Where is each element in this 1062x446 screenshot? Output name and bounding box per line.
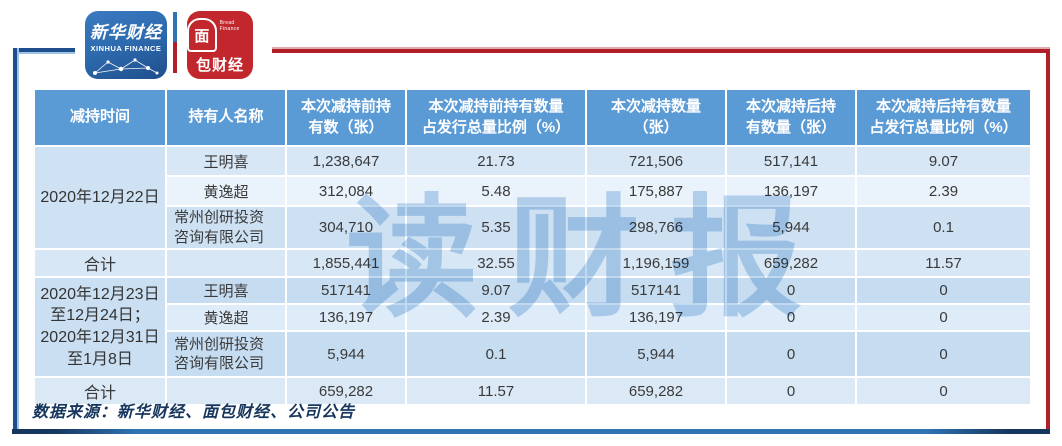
logo-divider-blue xyxy=(173,12,177,42)
cell-holder: 王明喜 xyxy=(165,145,287,177)
cell-after: 659,282 xyxy=(725,248,857,278)
cell-holder-empty xyxy=(165,248,287,278)
cell-reduced: 136,197 xyxy=(585,303,727,332)
cell-holder-empty xyxy=(165,376,287,406)
cell-reduced: 5,944 xyxy=(585,330,727,378)
table-row: 2020年12月22日 王明喜 1,238,647 21.73 721,506 … xyxy=(33,145,1032,250)
subtotal-row: 合计 659,282 11.57 659,282 0 0 xyxy=(33,376,1032,406)
cell-after: 0 xyxy=(725,376,857,406)
cell-after-pct: 2.39 xyxy=(855,175,1032,207)
cell-reduced: 517141 xyxy=(585,276,727,305)
cell-before-pct: 21.73 xyxy=(405,145,587,177)
cell-before: 1,855,441 xyxy=(285,248,407,278)
cell-holder: 黄逸超 xyxy=(165,175,287,207)
logo-divider xyxy=(173,12,177,73)
cell-reduced: 659,282 xyxy=(585,376,727,406)
header-row: 减持时间 持有人名称 本次减持前持 有数（张） 本次减持前持有数量 占发行总量比… xyxy=(33,88,1032,147)
cell-reduced: 1,196,159 xyxy=(585,248,727,278)
logo-divider-red xyxy=(173,42,177,73)
bread-logo-subtitle: Bread Finance xyxy=(219,20,240,32)
cell-before: 304,710 xyxy=(285,205,407,250)
cell-period-group1: 2020年12月22日 xyxy=(33,145,167,250)
cell-reduced: 298,766 xyxy=(585,205,727,250)
constellation-icon xyxy=(93,58,159,75)
col-header-holder: 持有人名称 xyxy=(165,88,287,147)
table-row: 2020年12月23日 至12月24日； 2020年12月31日 至1月8日 王… xyxy=(33,276,1032,378)
bread-finance-logo: 面 Bread Finance 包财经 xyxy=(187,11,253,79)
data-source-note: 数据来源：新华财经、面包财经、公司公告 xyxy=(32,404,356,421)
cell-before-pct: 5.48 xyxy=(405,175,587,207)
cell-before: 1,238,647 xyxy=(285,145,407,177)
cell-after-pct: 11.57 xyxy=(855,248,1032,278)
col-header-reduced: 本次减持数量 （张） xyxy=(585,88,727,147)
col-header-before-pct: 本次减持前持有数量 占发行总量比例（%） xyxy=(405,88,587,147)
cell-reduced: 721,506 xyxy=(585,145,727,177)
cell-before-pct: 32.55 xyxy=(405,248,587,278)
col-header-before: 本次减持前持 有数（张） xyxy=(285,88,407,147)
cell-before-pct: 9.07 xyxy=(405,276,587,305)
cell-after: 0 xyxy=(725,276,857,305)
subtotal-row: 合计 1,855,441 32.55 1,196,159 659,282 11.… xyxy=(33,248,1032,278)
table-row: 黄逸超 136,197 2.39 136,197 0 0 xyxy=(34,303,1032,332)
bread-logo-name: 包财经 xyxy=(195,57,244,74)
col-header-after-pct: 本次减持后持有数量 占发行总量比例（%） xyxy=(855,88,1032,147)
holdings-table-wrap: 减持时间 持有人名称 本次减持前持 有数（张） 本次减持前持有数量 占发行总量比… xyxy=(33,88,1032,406)
cell-after-pct: 0.1 xyxy=(855,205,1032,250)
cell-after: 5,944 xyxy=(725,205,857,250)
cell-holder: 常州创研投资 咨询有限公司 xyxy=(165,330,287,378)
cell-after-pct: 0 xyxy=(855,376,1032,406)
cell-after-pct: 9.07 xyxy=(855,145,1032,177)
top-right-red-line xyxy=(272,49,1050,53)
cell-after: 517,141 xyxy=(725,145,857,177)
top-left-corner-line xyxy=(13,48,75,52)
cell-after-pct: 0 xyxy=(855,330,1032,378)
holdings-table: 减持时间 持有人名称 本次减持前持 有数（张） 本次减持前持有数量 占发行总量比… xyxy=(33,88,1032,406)
left-frame-line xyxy=(13,48,17,433)
bottom-frame-line xyxy=(12,429,1050,434)
xinhua-logo-subtitle: XINHUA FINANCE xyxy=(90,44,162,53)
cell-before-pct: 11.57 xyxy=(405,376,587,406)
cell-before: 659,282 xyxy=(285,376,407,406)
cell-total-label: 合计 xyxy=(33,376,167,406)
cell-after: 136,197 xyxy=(725,175,857,207)
cell-after-pct: 0 xyxy=(855,276,1032,305)
xinhua-finance-logo: 新华财经 XINHUA FINANCE xyxy=(85,11,167,79)
cell-before: 5,944 xyxy=(285,330,407,378)
table-row: 常州创研投资 咨询有限公司 304,710 5.35 298,766 5,944… xyxy=(34,205,1032,250)
cell-holder: 王明喜 xyxy=(165,276,287,305)
cell-after: 0 xyxy=(725,330,857,378)
cell-reduced: 175,887 xyxy=(585,175,727,207)
table-row: 黄逸超 312,084 5.48 175,887 136,197 2.39 xyxy=(34,175,1032,207)
col-header-after: 本次减持后持 有数量（张） xyxy=(725,88,857,147)
cell-period-group2: 2020年12月23日 至12月24日； 2020年12月31日 至1月8日 xyxy=(33,276,167,378)
cell-after: 0 xyxy=(725,303,857,332)
cell-before-pct: 2.39 xyxy=(405,303,587,332)
cell-holder: 黄逸超 xyxy=(165,303,287,332)
table-row: 常州创研投资 咨询有限公司 5,944 0.1 5,944 0 0 xyxy=(34,330,1032,378)
cell-before: 312,084 xyxy=(285,175,407,207)
cell-before-pct: 5.35 xyxy=(405,205,587,250)
cell-before: 136,197 xyxy=(285,303,407,332)
cell-after-pct: 0 xyxy=(855,303,1032,332)
cell-total-label: 合计 xyxy=(33,248,167,278)
cell-before: 517141 xyxy=(285,276,407,305)
col-header-period: 减持时间 xyxy=(33,88,167,147)
cell-holder: 常州创研投资 咨询有限公司 xyxy=(165,205,287,250)
xinhua-logo-name: 新华财经 xyxy=(90,23,162,42)
cell-before-pct: 0.1 xyxy=(405,330,587,378)
right-red-line xyxy=(1046,49,1050,433)
bread-icon: 面 xyxy=(187,18,217,52)
